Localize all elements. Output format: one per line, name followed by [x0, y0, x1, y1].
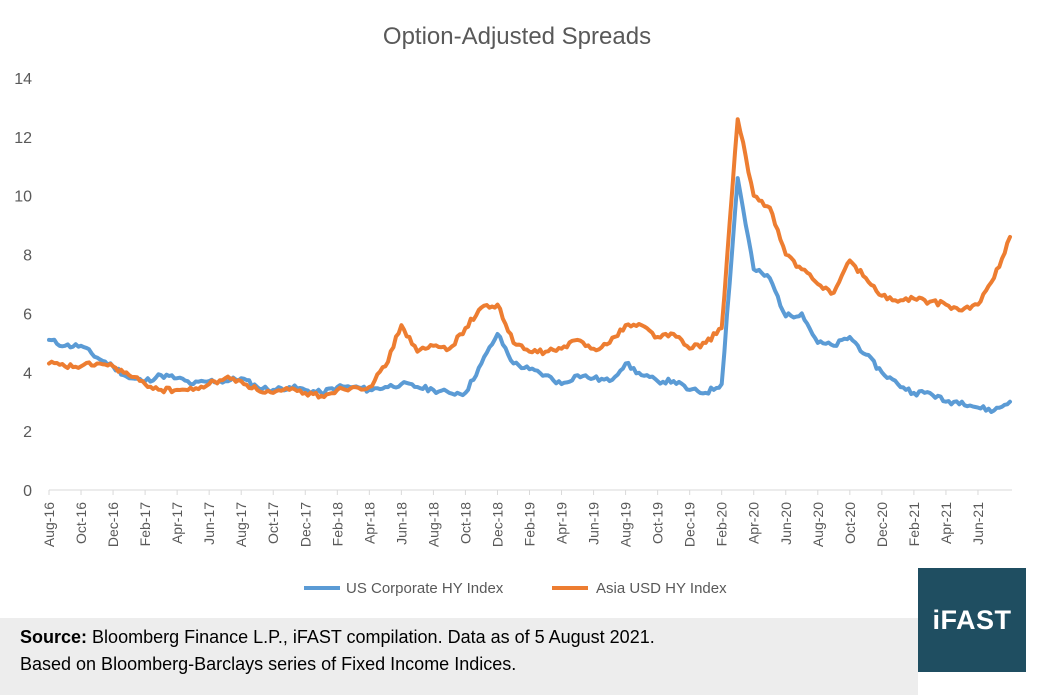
x-tick-label: Apr-20	[746, 502, 762, 544]
logo-text: iFAST	[932, 604, 1012, 635]
x-tick-label: Jun-20	[778, 502, 794, 545]
x-tick-label: Dec-20	[874, 502, 890, 547]
x-tick-label: Oct-16	[73, 502, 89, 544]
x-tick-label: Oct-19	[650, 502, 666, 544]
y-tick-label: 8	[23, 248, 32, 265]
legend-label-asia-usd-hy: Asia USD HY Index	[596, 580, 727, 597]
source-line-2: Based on Bloomberg-Barclays series of Fi…	[20, 654, 517, 674]
x-tick-label: Apr-21	[938, 502, 954, 544]
source-line-1: Source: Bloomberg Finance L.P., iFAST co…	[20, 624, 918, 651]
source-label: Source:	[20, 627, 88, 647]
y-tick-label: 6	[23, 306, 32, 323]
x-tick-label: Dec-18	[489, 502, 505, 547]
x-tick-label: Apr-18	[361, 502, 377, 544]
legend: US Corporate HY Index Asia USD HY Index	[304, 580, 727, 597]
x-tick-label: Aug-16	[41, 502, 57, 547]
x-tick-label: Jun-19	[586, 502, 602, 545]
y-axis-ticks: 0 2 4 6 8 10 12 14	[14, 71, 32, 500]
series-line-asia-usd-hy	[47, 117, 1012, 400]
x-tick-label: Oct-17	[265, 502, 281, 544]
y-tick-label: 0	[23, 483, 32, 500]
x-tick-label: Dec-16	[105, 502, 121, 547]
x-tick-label: Feb-20	[714, 502, 730, 547]
x-tick-label: Aug-19	[618, 502, 634, 547]
x-tick-label: Feb-18	[329, 502, 345, 547]
chart-title: Option-Adjusted Spreads	[383, 23, 651, 50]
x-tick-label: Aug-18	[425, 502, 441, 547]
y-tick-label: 14	[14, 71, 32, 88]
series-line-us-corporate-hy	[47, 176, 1012, 414]
x-tick-label: Dec-17	[297, 502, 313, 547]
x-tick-label: Jun-17	[201, 502, 217, 545]
x-tick-label: Jun-21	[970, 502, 986, 545]
x-tick-label: Oct-20	[842, 502, 858, 544]
x-tick-label: Feb-21	[906, 502, 922, 547]
y-tick-label: 4	[23, 365, 32, 382]
source-text: Bloomberg Finance L.P., iFAST compilatio…	[92, 627, 655, 647]
x-axis-ticks: Aug-16 Oct-16 Dec-16 Feb-17 Apr-17 Jun-17 Aug-…	[41, 490, 986, 547]
y-tick-label: 2	[23, 424, 32, 441]
x-tick-label: Jun-18	[393, 502, 409, 545]
x-tick-label: Aug-17	[233, 502, 249, 547]
legend-label-us-corporate-hy: US Corporate HY Index	[346, 580, 504, 597]
x-tick-label: Dec-19	[682, 502, 698, 547]
line-chart: Option-Adjusted Spreads 0 2 4 6 8 10 12 14 Aug-…	[14, 23, 1012, 597]
ifast-logo: iFAST	[918, 568, 1026, 672]
y-tick-label: 12	[14, 130, 32, 147]
x-tick-label: Apr-19	[554, 502, 570, 544]
x-tick-label: Aug-20	[810, 502, 826, 547]
x-tick-label: Oct-18	[457, 502, 473, 544]
x-tick-label: Feb-19	[522, 502, 538, 547]
y-tick-label: 10	[14, 189, 32, 206]
series-lines	[47, 117, 1012, 414]
x-tick-label: Apr-17	[169, 502, 185, 544]
source-note: Source: Bloomberg Finance L.P., iFAST co…	[0, 618, 918, 695]
x-tick-label: Feb-17	[137, 502, 153, 547]
